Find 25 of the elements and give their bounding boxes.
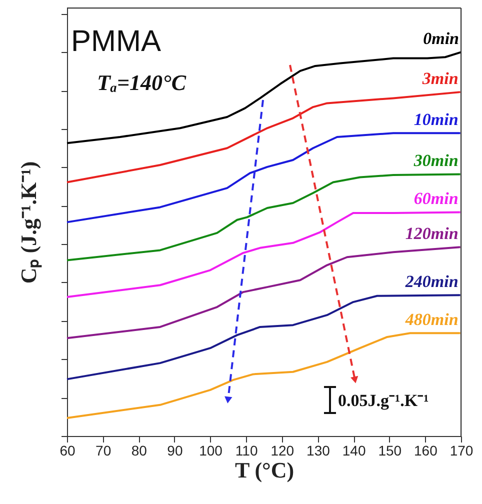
y-axis-title: Cₚ (J.g⁻¹.K⁻¹) (16, 161, 42, 284)
x-axis-title: T (°C) (234, 458, 294, 482)
series-label: 60min (414, 189, 458, 208)
x-tick-label: 170 (450, 442, 474, 458)
series-label: 240min (404, 272, 458, 292)
annotation: PMMA (71, 25, 161, 58)
series-label: 0min (423, 29, 459, 48)
series-label: 30min (412, 151, 458, 170)
x-tick-label: 80 (131, 442, 148, 458)
x-tick-label: 100 (199, 442, 223, 458)
x-tick-label: 130 (306, 442, 330, 458)
x-tick-label: 60 (60, 442, 76, 458)
x-tick-label: 110 (235, 442, 258, 458)
x-tick-label: 120 (270, 442, 294, 458)
x-tick-label: 150 (378, 442, 402, 458)
series-label: 480min (404, 310, 458, 330)
x-tick-label: 70 (96, 442, 112, 458)
annotation: 0.05J.g⁻¹.K⁻¹ (338, 391, 429, 410)
x-tick-label: 90 (167, 442, 183, 458)
x-tick-label: 140 (342, 442, 366, 458)
x-tick-label: 160 (414, 442, 438, 458)
annotation: Tₐ=140°C (97, 70, 186, 95)
series-label: 3min (421, 69, 458, 88)
series-label: 10min (414, 110, 458, 130)
series-label: 120min (405, 224, 458, 244)
